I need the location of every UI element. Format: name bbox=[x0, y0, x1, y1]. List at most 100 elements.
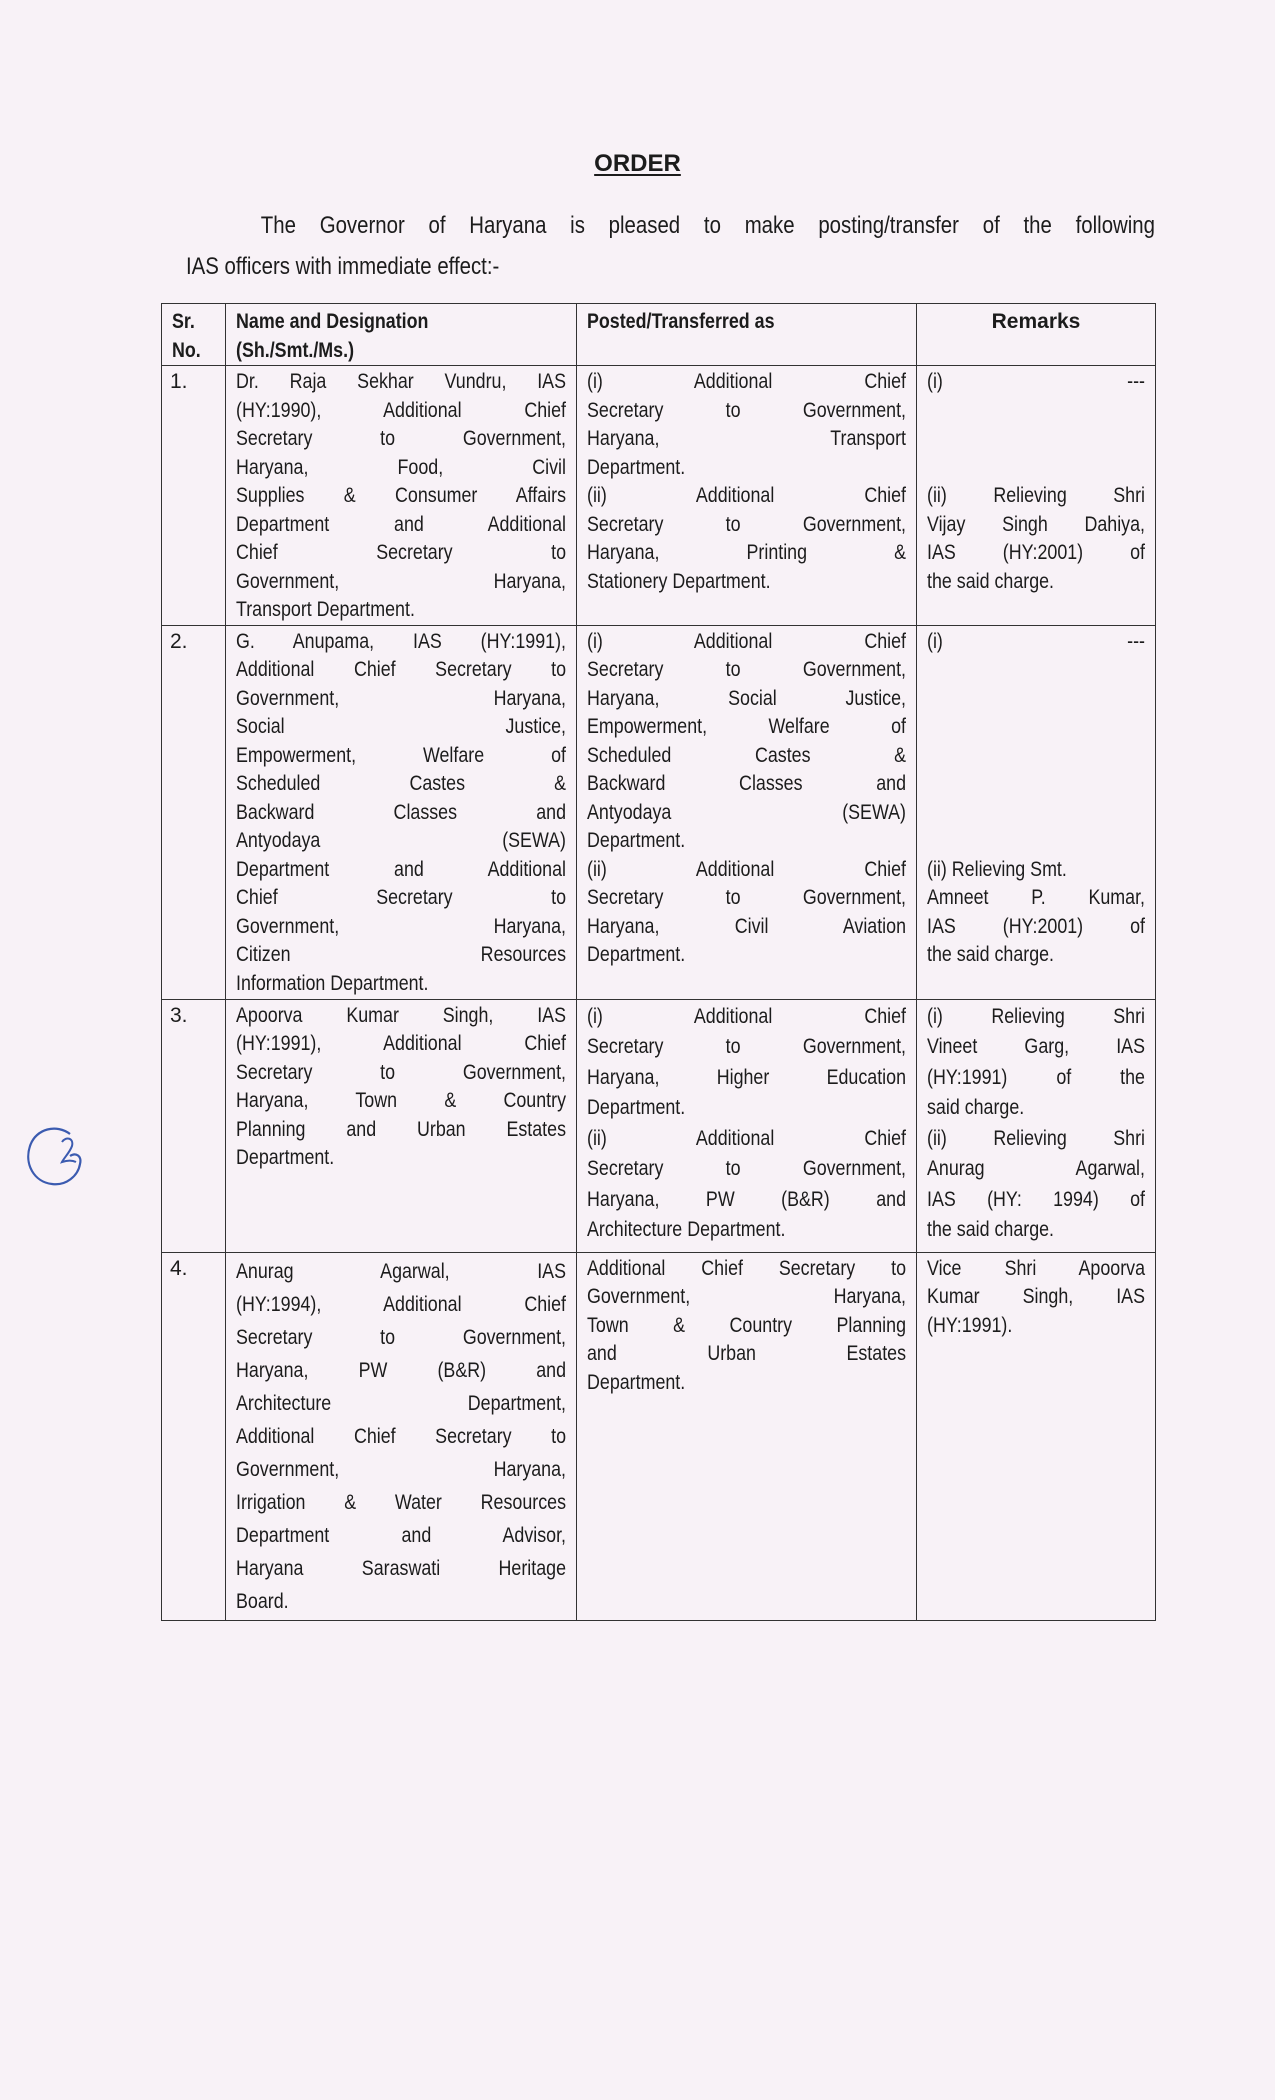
cell-line: Government, Haryana, bbox=[236, 686, 566, 710]
cell-posted: (i) Additional Chief Secretary to Governm… bbox=[576, 998, 917, 1253]
header-posted-transferred: Posted/Transferred as bbox=[576, 303, 917, 366]
cell-line: Secretary to Government, bbox=[236, 427, 566, 450]
cell-line: Backward Classes and bbox=[587, 772, 907, 795]
cell-line: (HY:1994), Additional Chief bbox=[236, 1292, 566, 1316]
cell-line: and Urban Estates bbox=[587, 1342, 907, 1365]
cell-line bbox=[927, 454, 1145, 483]
cell-line: Supplies & Consumer Affairs bbox=[236, 484, 566, 507]
cell-line: (ii) Relieving Smt. bbox=[927, 857, 1067, 881]
cell-line: the said charge. bbox=[927, 1218, 1055, 1241]
cell-line: Secretary to Government, bbox=[587, 658, 907, 681]
table-row: 2. G. Anupama, IAS (HY:1991), Additional C… bbox=[161, 624, 1156, 1000]
cell-line bbox=[927, 425, 1145, 454]
cell-remarks: (i) Relieving Shri Vineet Garg, IAS (HY:19… bbox=[916, 998, 1156, 1253]
cell-line: Haryana, Higher Education bbox=[587, 1065, 907, 1089]
cell-line bbox=[927, 656, 1145, 685]
cell-line: Vice Shri Apoorva bbox=[927, 1256, 1145, 1280]
cell-line: (i) Additional Chief bbox=[587, 629, 907, 653]
cell-line bbox=[927, 397, 1145, 426]
cell-line: (HY:1991). bbox=[927, 1313, 1013, 1337]
cell-line: Board. bbox=[236, 1589, 289, 1613]
cell-line: Government, Haryana, bbox=[236, 1457, 566, 1481]
cell-line: Scheduled Castes & bbox=[236, 772, 566, 795]
cell-line: Chief Secretary to bbox=[236, 886, 566, 909]
cell-line: Apoorva Kumar Singh, IAS bbox=[236, 1003, 566, 1027]
cell-line: Social Justice, bbox=[236, 715, 566, 738]
cell-line: Backward Classes and bbox=[236, 800, 566, 824]
header-sr-no: Sr. No. bbox=[161, 303, 226, 366]
cell-name: Apoorva Kumar Singh, IAS (HY:1991), Addit… bbox=[225, 998, 577, 1253]
cell-sr-no: 3. bbox=[161, 998, 226, 1253]
cell-line: said charge. bbox=[927, 1096, 1025, 1119]
cell-posted: (i) Additional Chief Secretary to Governm… bbox=[576, 624, 917, 1000]
cell-line: Dr. Raja Sekhar Vundru, IAS bbox=[236, 370, 566, 393]
cell-line: Haryana, Printing & bbox=[587, 541, 907, 564]
cell-line: Additional Chief Secretary to bbox=[236, 1424, 566, 1448]
cell-line: Secretary to Government, bbox=[236, 1060, 566, 1084]
cell-line: Secretary to Government, bbox=[236, 1325, 566, 1349]
header-remarks: Remarks bbox=[916, 303, 1156, 366]
cell-remarks: Vice Shri Apoorva Kumar Singh, IAS (HY:199… bbox=[916, 1251, 1156, 1621]
header-line: Name and Designation bbox=[236, 310, 429, 333]
cell-line: (HY:1990), Additional Chief bbox=[236, 398, 566, 422]
cell-line: Antyodaya (SEWA) bbox=[236, 829, 566, 852]
cell-line: Additional Chief Secretary to bbox=[587, 1256, 907, 1280]
cell-line: Scheduled Castes & bbox=[587, 743, 907, 767]
cell-line: Planning and Urban Estates bbox=[236, 1117, 566, 1141]
cell-line: Kumar Singh, IAS bbox=[927, 1285, 1145, 1308]
cell-line: Secretary to Government, bbox=[587, 1035, 907, 1058]
cell-line: Secretary to Government, bbox=[587, 512, 907, 536]
cell-line: (ii) Additional Chief bbox=[587, 1126, 907, 1150]
cell-line: IAS (HY:2001) of bbox=[927, 541, 1145, 564]
order-title: ORDER bbox=[594, 150, 681, 177]
cell-remarks: (i) --- (ii) Relieving Smt. Amneet P. Kuma… bbox=[916, 624, 1156, 1000]
cell-line bbox=[927, 685, 1145, 714]
cell-line: (ii) Relieving Shri bbox=[927, 484, 1145, 507]
cell-line: Department. bbox=[587, 455, 686, 479]
cell-line: (i) Relieving Shri bbox=[927, 1004, 1145, 1028]
cell-line: Secretary to Government, bbox=[587, 886, 907, 909]
cell-line: Haryana, Civil Aviation bbox=[587, 914, 907, 938]
cell-remarks: (i) --- (ii) Relieving Shri Vijay Singh Da… bbox=[916, 365, 1156, 626]
header-line: Sr. bbox=[172, 310, 195, 333]
cell-sr-no: 1. bbox=[161, 365, 226, 626]
cell-line: Irrigation & Water Resources bbox=[236, 1490, 566, 1514]
cell-line: Anurag Agarwal, IAS bbox=[236, 1259, 566, 1283]
cell-line: (i) Additional Chief bbox=[587, 370, 907, 393]
table-row: 3. Apoorva Kumar Singh, IAS (HY:1991), Add… bbox=[161, 998, 1156, 1253]
cell-line: Empowerment, Welfare of bbox=[587, 715, 907, 738]
cell-line: Haryana, Transport bbox=[587, 427, 907, 450]
cell-line: Haryana, Food, Civil bbox=[236, 455, 566, 479]
cell-posted: (i) Additional Chief Secretary to Governm… bbox=[576, 365, 917, 626]
table-row: 1. Dr. Raja Sekhar Vundru, IAS (HY:1990), … bbox=[161, 365, 1156, 626]
cell-line: IAS (HY:2001) of bbox=[927, 914, 1145, 938]
cell-line: Empowerment, Welfare of bbox=[236, 743, 566, 767]
cell-line: Haryana, Social Justice, bbox=[587, 686, 907, 710]
cell-line: (i) --- bbox=[927, 629, 1145, 653]
cell-line: Department and Advisor, bbox=[236, 1523, 566, 1547]
cell-line: Haryana, PW (B&R) and bbox=[236, 1358, 566, 1382]
handwritten-page-number-mark bbox=[27, 1127, 82, 1186]
cell-line: Stationery Department. bbox=[587, 569, 771, 593]
cell-line: the said charge. bbox=[927, 569, 1055, 593]
cell-line: Government, Haryana, bbox=[236, 914, 566, 938]
postings-table: Sr. No. Name and Designation (Sh./Smt./M… bbox=[161, 303, 1156, 1621]
cell-line: Antyodaya (SEWA) bbox=[587, 800, 907, 824]
cell-line: Transport Department. bbox=[236, 598, 415, 621]
cell-line: (HY:1991), Additional Chief bbox=[236, 1032, 566, 1055]
cell-line: Amneet P. Kumar, bbox=[927, 886, 1145, 909]
intro-line-1: The Governor of Haryana is pleased to ma… bbox=[260, 212, 1156, 239]
cell-line: Department. bbox=[587, 829, 686, 852]
cell-name: Dr. Raja Sekhar Vundru, IAS (HY:1990), Ad… bbox=[225, 365, 577, 626]
intro-paragraph: The Governor of Haryana is pleased to ma… bbox=[186, 205, 1155, 287]
cell-line bbox=[927, 742, 1145, 771]
table-header-row: Sr. No. Name and Designation (Sh./Smt./M… bbox=[161, 303, 1156, 366]
intro-line-2: IAS officers with immediate effect:- bbox=[186, 253, 500, 280]
cell-line: (HY:1991) of the bbox=[927, 1065, 1145, 1089]
header-line: (Sh./Smt./Ms.) bbox=[236, 338, 355, 362]
table-row: 4. Anurag Agarwal, IAS (HY:1994), Addition… bbox=[161, 1251, 1156, 1621]
cell-line: Architecture Department. bbox=[587, 1218, 786, 1241]
cell-line: Government, Haryana, bbox=[236, 569, 566, 593]
cell-name: G. Anupama, IAS (HY:1991), Additional Chi… bbox=[225, 624, 577, 1000]
cell-line: (i) Additional Chief bbox=[587, 1004, 907, 1028]
